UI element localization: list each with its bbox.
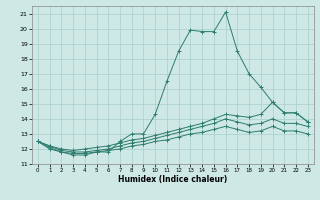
X-axis label: Humidex (Indice chaleur): Humidex (Indice chaleur) [118,175,228,184]
